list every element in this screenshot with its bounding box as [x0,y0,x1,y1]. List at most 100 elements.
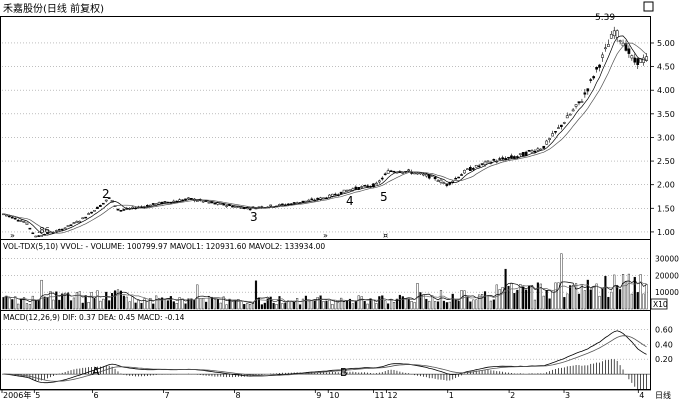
candle-body [96,206,99,209]
volume-bar [627,273,630,310]
macd-panel-frame [0,310,651,390]
volume-bar [296,298,299,310]
volume-bar [586,279,589,310]
date-label: 10 [329,391,339,400]
volume-tick-label: 30000 [655,255,679,264]
volume-bar [43,296,46,310]
wave-mark-5: 5 [380,190,388,204]
volume-bar [340,297,343,310]
volume-bar [175,303,178,310]
volume-bar [281,303,284,310]
candle-body [93,210,96,212]
volume-bar [260,304,263,310]
volume-bar [325,300,328,310]
candle-body [557,127,560,129]
volume-bar [93,298,96,310]
volume-bar [525,289,528,310]
low-price-label: .86 [37,226,50,235]
volume-bar [595,283,598,310]
candle-body [131,206,135,209]
candle-body [207,201,211,204]
volume-bar [96,290,99,310]
volume-bar [580,284,584,310]
volume-bar [410,300,413,310]
candle-body [636,58,640,65]
candle-body [269,204,273,207]
volume-bar [87,302,90,310]
candle-body [213,202,217,205]
volume-bar [69,300,73,310]
volume-bar [419,292,422,310]
scroll-marker-icon[interactable]: » [323,231,328,240]
candle-body [22,221,26,223]
candle-body [580,101,584,103]
candle-body [568,113,572,116]
candle-body [330,193,334,197]
price-tick-label: 3.50 [657,110,675,119]
volume-bar [331,304,334,310]
candle-body [363,185,366,187]
candle-body [545,140,549,145]
candle-body [239,207,243,209]
volume-bar [131,296,134,310]
volume-bar [310,300,313,310]
candle-body [237,206,240,208]
macd-grid [2,329,650,375]
volume-bar [563,297,566,310]
volume-bar [213,299,216,310]
window-toggle-icon[interactable] [643,1,654,12]
date-label: 2 [510,391,515,400]
candle-body [63,227,67,230]
high-price-label: 5.39 [595,13,615,23]
volume-bar [475,299,478,310]
candle-body [392,171,396,173]
candle-body [225,205,228,207]
macd-header: MACD(12,26,9) DIF: 0.37 DEA: 0.45 MACD: … [3,313,185,322]
candle-body [178,199,182,202]
candle-body [342,189,346,193]
candle-body [554,131,557,133]
candle-body [604,47,607,50]
volume-bar [75,292,78,310]
volume-bar [72,297,76,310]
candle-body [25,222,29,225]
volume-bar [522,286,525,310]
candle-body [116,208,120,211]
candle-body [466,168,469,170]
volume-bar [463,290,466,310]
candle-body [219,203,223,205]
candle-body [104,199,108,202]
candle-body [90,211,93,214]
volume-bar [363,301,366,310]
candle-body [515,156,519,158]
candle-body [16,219,20,222]
volume-bar [457,300,460,310]
period-label[interactable]: 日线 [655,390,671,400]
candle-body [407,169,411,172]
candle-body [633,57,637,63]
candle-body [354,186,358,190]
volume-bar [246,303,249,310]
candle-body [562,122,566,124]
candle-body [281,203,284,206]
scroll-left-icon[interactable]: » [10,231,15,240]
volume-bar [5,295,8,310]
volume-bar [240,301,243,310]
candle-body [245,207,249,210]
candle-body [513,156,516,159]
moving-average-lines [3,35,647,236]
price-tick-label: 4.50 [657,63,675,72]
macd-mark-b: B [340,366,348,379]
volume-bar [160,297,164,310]
volume-bar [210,296,214,310]
candle-body [533,150,537,153]
macd-tick-label: 0.20 [655,355,673,364]
volume-bar [40,279,43,310]
candle-body [510,155,513,159]
candle-body [69,224,73,226]
volume-bar [630,293,633,310]
candle-body [231,205,234,208]
volume-bar [616,285,619,310]
